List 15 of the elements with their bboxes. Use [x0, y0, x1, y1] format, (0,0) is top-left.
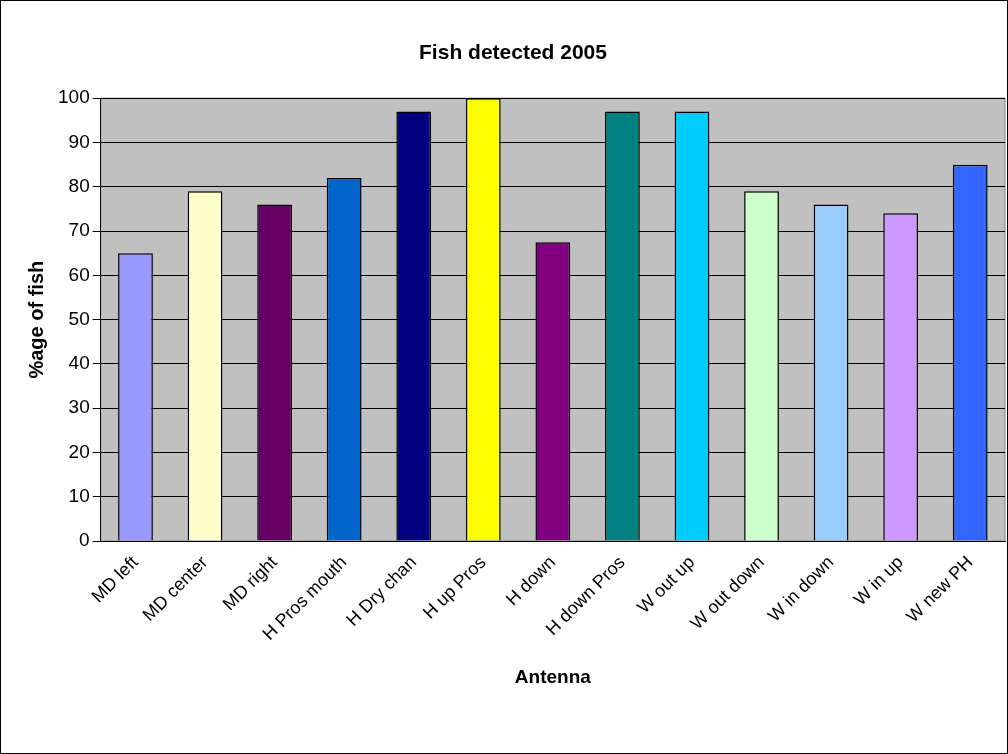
y-tick-label: 40: [68, 352, 90, 374]
y-tick-label: 100: [58, 86, 90, 108]
y-tick-label: 60: [68, 263, 90, 285]
chart-title: Fish detected 2005: [419, 40, 608, 64]
y-tick-label: 0: [79, 529, 90, 551]
y-tick-label: 50: [68, 307, 90, 329]
y-tick-label: 70: [68, 219, 90, 241]
y-tick-label: 90: [68, 130, 90, 152]
y-axis-title: %age of fish: [24, 260, 47, 379]
x-axis-title: Antenna: [514, 665, 592, 687]
x-tick-label: MD left: [87, 551, 142, 607]
y-tick-label: 80: [68, 175, 90, 197]
y-tick-label: 20: [68, 440, 90, 462]
y-tick-label: 10: [68, 485, 90, 507]
y-tick-label: 30: [68, 396, 90, 418]
